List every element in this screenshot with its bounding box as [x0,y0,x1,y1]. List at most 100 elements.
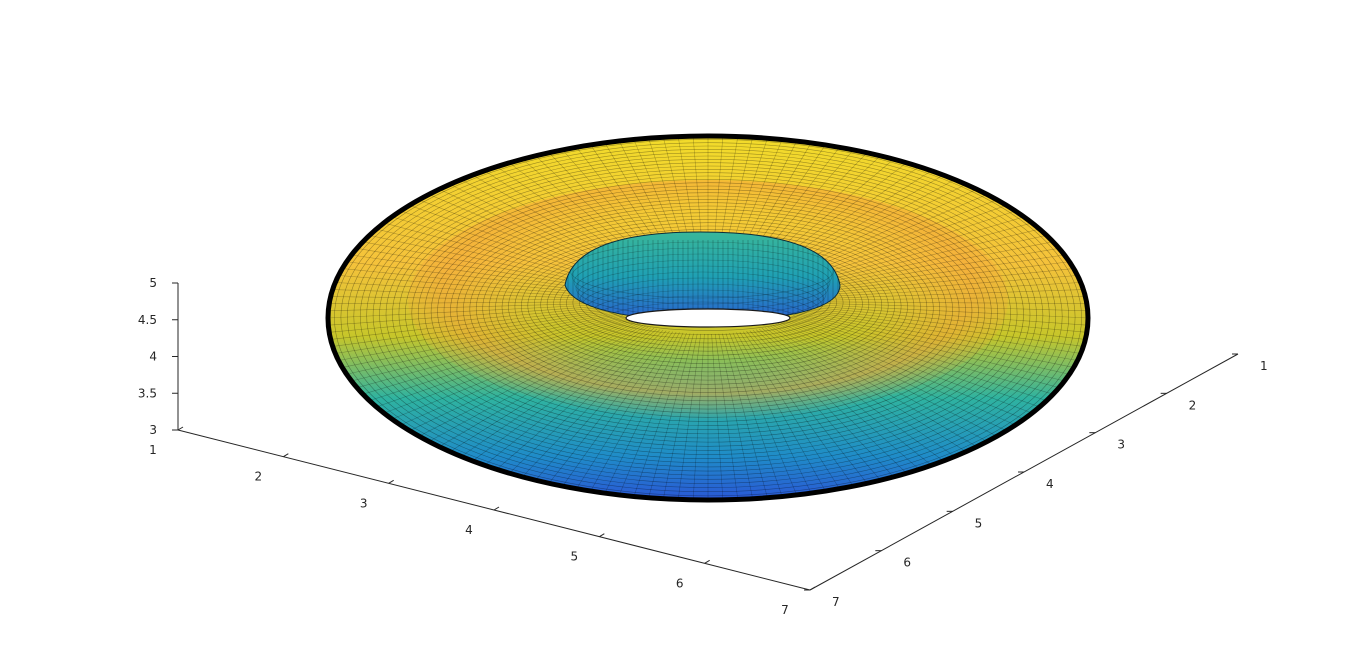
mesh-ring [508,229,908,385]
z-tick-label: 3.5 [138,386,157,400]
mesh-meridian [342,311,620,368]
y-tick-label: 6 [903,556,911,570]
mesh-meridian [711,333,724,500]
mesh-meridian [604,332,684,494]
mesh-meridian [439,324,644,447]
mesh-ring [469,209,947,410]
mesh-ring [482,215,934,402]
mesh-meridian [799,307,1086,340]
axis-tick-labels: 3 3.5 4 4.5 5 1 2 3 4 5 6 7 1 2 3 4 5 6 7 [138,276,1268,617]
mesh-meridian [362,316,625,395]
torus-surface [325,133,1091,503]
z-tick-label: 5 [149,276,157,290]
mesh-ring [398,172,1018,455]
z-tick-label: 4 [149,350,157,364]
mesh-ring [411,179,1005,447]
mesh-ring [347,145,1069,488]
mesh-meridian [590,332,680,492]
mesh-meridian [548,331,670,484]
mesh-meridian [535,330,667,481]
x-tick [704,559,710,564]
mesh-ring [424,185,992,439]
mesh-meridian [755,329,907,474]
mesh-ring [417,182,999,443]
mesh-ring [501,225,915,389]
y-tick-label: 7 [832,595,840,609]
x-tick-label: 1 [149,443,157,457]
mesh-ring [340,142,1076,493]
mesh-meridian [619,333,687,496]
x-tick [388,479,394,484]
x-tick-label: 6 [676,576,684,590]
mesh-meridian [330,307,617,340]
x-tick-label: 2 [255,470,263,484]
x-tick [599,533,605,538]
mesh-meridian [496,328,658,470]
mesh-meridian [338,310,619,361]
z-tick-label: 4.5 [138,313,157,327]
mesh-meridian [739,331,840,489]
mesh-meridian [797,310,1078,361]
mesh-meridian [732,332,812,494]
mesh-meridian [400,321,634,426]
mesh-meridian [736,332,826,492]
mesh-meridian [764,327,944,462]
mesh-ring [450,199,966,422]
mesh-meridian [329,306,617,333]
mesh-meridian [799,301,1087,305]
mesh-meridian [795,312,1070,375]
mesh-meridian [729,333,797,496]
mesh-meridian [714,333,739,500]
mesh-meridian [794,314,1065,382]
mesh-meridian [633,333,691,497]
mesh-meridian [663,333,698,499]
mesh-meridian [798,309,1081,354]
mesh-meridian [328,302,617,312]
x-tick-label: 3 [360,496,368,510]
torus-mesh [328,136,1088,500]
mesh-meridian [770,325,967,452]
x-tick-label: 4 [465,523,473,537]
mesh-meridian [461,326,649,457]
mesh-ring [437,192,979,431]
mesh-meridian [328,303,617,319]
mesh-meridian [332,308,618,347]
mesh-meridian [576,331,677,489]
hole-mesh-ring [579,271,825,322]
mesh-meridian [749,330,881,481]
mesh-meridian [746,331,868,484]
hole-mesh-ring [591,307,813,322]
mesh-meridian [758,328,920,470]
mesh-meridian [788,318,1040,408]
y-tick-label: 5 [975,516,983,530]
mesh-meridian [335,309,618,354]
hole-mesh-ring [587,295,817,322]
y-tick-label: 2 [1189,398,1197,412]
axis-ticks [172,282,1238,591]
mesh-meridian [761,328,932,466]
mesh-meridian [798,289,1084,300]
mesh-meridian [796,268,1074,297]
mesh-meridian [799,306,1087,333]
mesh-meridian [797,275,1078,298]
mesh-meridian [369,317,627,401]
mesh-ring [475,212,941,406]
mesh-ring [392,169,1024,459]
mesh-meridian [792,315,1060,388]
mesh-meridian [346,312,621,375]
mesh-meridian [798,308,1084,347]
y-tick-label: 4 [1046,477,1054,491]
mesh-ring [379,162,1037,468]
mesh-meridian [718,333,753,499]
mesh-ring [495,222,921,393]
mesh-meridian [742,331,854,487]
hole-mesh-ring [571,247,833,305]
x-tick-label: 7 [781,603,789,617]
mesh-meridian [784,320,1025,420]
mesh-meridian [328,304,617,326]
mesh-meridian [791,316,1054,395]
mesh-meridian [775,324,988,442]
mesh-ring [488,219,928,397]
mesh-meridian [522,329,664,478]
